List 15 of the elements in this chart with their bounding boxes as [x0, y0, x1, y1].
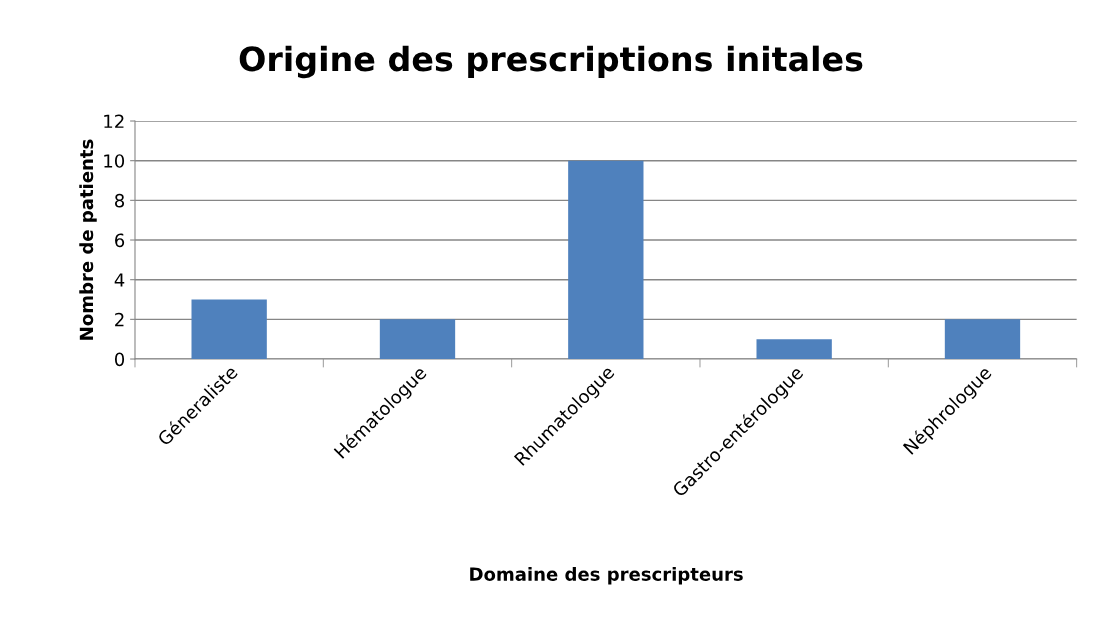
y-tick-label: 0 [114, 352, 125, 367]
bar [568, 160, 644, 360]
x-axis-title: Domaine des prescripteurs [470, 566, 743, 585]
y-tick-label: 12 [104, 114, 124, 128]
chart-title: Origine des prescriptions initales [239, 45, 863, 79]
y-tick-label: 6 [115, 233, 125, 248]
bar [379, 319, 456, 360]
y-tick-label: 2 [115, 312, 124, 327]
y-tick-label: 10 [104, 154, 125, 168]
y-tick-label: 4 [114, 273, 125, 287]
y-axis-title: Nombre de patients [79, 139, 97, 340]
bar [756, 339, 832, 360]
bar [191, 299, 267, 360]
bar [944, 319, 1021, 360]
y-tick-label: 8 [115, 193, 125, 208]
